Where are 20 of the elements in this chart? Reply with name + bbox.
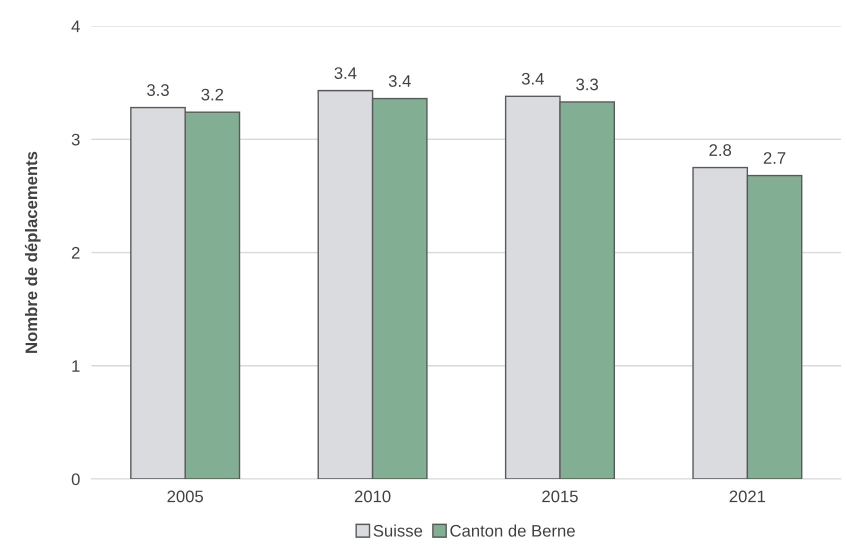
x-tick-label: 2010	[354, 490, 390, 502]
y-tick-label: 0	[72, 473, 80, 486]
data-label: 3.3	[576, 78, 598, 90]
y-tick-label: 4	[71, 20, 80, 32]
x-tick-label: 2005	[167, 490, 204, 502]
data-label: 3.4	[388, 75, 411, 87]
legend-label: Canton de Berne	[450, 524, 575, 537]
y-tick-label: 1	[72, 360, 80, 372]
data-label: 3.4	[334, 67, 356, 79]
data-label: 2.8	[709, 144, 732, 156]
y-tick-label: 2	[72, 246, 80, 259]
x-tick-label: 2021	[730, 490, 766, 502]
data-label: 3.3	[147, 84, 169, 96]
y-tick-label: 3	[72, 134, 80, 146]
data-label: 3.4	[522, 72, 544, 85]
x-tick-label: 2015	[542, 490, 578, 502]
y-axis-title: Nombre de déplacements	[24, 152, 41, 353]
data-label: 3.2	[201, 88, 224, 101]
data-label: 2.7	[764, 152, 786, 164]
legend-label: Suisse	[374, 524, 422, 537]
